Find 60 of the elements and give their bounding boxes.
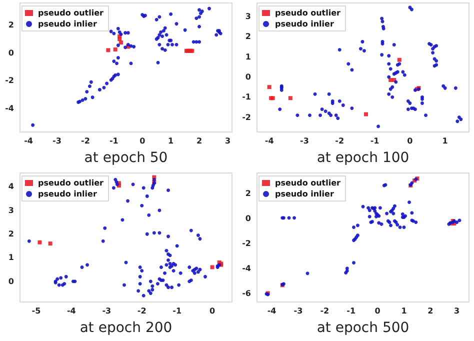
x-tick-label: -1 <box>172 306 182 316</box>
x-tick-label: -1 <box>346 306 356 316</box>
x-axis-title: at epoch 200 <box>80 320 172 336</box>
legend-label: pseudo inlier <box>275 20 334 28</box>
y-tick-label: -2 <box>5 76 14 86</box>
x-axis-title: at epoch 50 <box>84 150 168 166</box>
x-tick-label: -4 <box>267 306 277 316</box>
x-tick-label: -3 <box>102 306 112 316</box>
x-tick-label: 1 <box>401 306 408 316</box>
legend-label: pseudo outlier <box>275 178 341 188</box>
y-tick-label: -2 <box>242 112 251 122</box>
x-tick-label: 3 <box>454 306 460 316</box>
y-tick-label: 0 <box>245 72 252 82</box>
x-tick-label: -1 <box>370 136 380 146</box>
legend-label: pseudo outlier <box>275 8 341 18</box>
y-tick-label: 1 <box>8 253 14 262</box>
x-tick-label: -2 <box>81 136 90 146</box>
x-axis-title: at epoch 100 <box>316 150 410 166</box>
y-tick-label: -4 <box>5 104 14 113</box>
y-tick-label: -4 <box>242 264 252 273</box>
x-tick-label: 0 <box>209 306 216 316</box>
y-tick-label: 2 <box>245 189 251 198</box>
y-tick-label: -2 <box>242 238 251 248</box>
legend-label: pseudo inlier <box>38 20 97 28</box>
y-tick-label: 0 <box>8 276 14 286</box>
x-tick-label: -4 <box>66 306 76 316</box>
y-tick-label: 2 <box>8 230 14 239</box>
x-tick-label: -3 <box>294 306 303 316</box>
legend-label: pseudo inlier <box>38 190 97 198</box>
y-tick-label: 4 <box>8 182 14 192</box>
x-tick-label: 0 <box>407 136 414 146</box>
x-tick-label: 0 <box>374 306 381 316</box>
x-tick-label: 1 <box>168 136 174 146</box>
y-tick-label: -6 <box>242 288 252 298</box>
x-tick-label: -2 <box>137 306 146 316</box>
x-axis-title: at epoch 500 <box>316 320 410 336</box>
x-tick-label: -2 <box>335 136 344 146</box>
y-tick-label: 1 <box>245 52 252 62</box>
legend-label: pseudo inlier <box>275 190 334 198</box>
x-tick-label: 2 <box>196 136 202 146</box>
x-tick-label: 2 <box>428 306 434 316</box>
y-tick-label: 0 <box>245 214 252 223</box>
y-tick-label: 3 <box>8 206 14 215</box>
x-tick-label: 3 <box>224 136 231 146</box>
legend-label: pseudo outlier <box>38 8 104 18</box>
x-tick-label: 0 <box>140 136 146 146</box>
x-tick-label: -4 <box>24 136 34 146</box>
x-tick-label: -3 <box>300 136 309 146</box>
x-tick-label: -3 <box>52 136 62 146</box>
x-tick-label: -5 <box>32 306 42 316</box>
y-tick-label: 3 <box>245 12 251 22</box>
legend-label: pseudo outlier <box>38 178 104 188</box>
y-tick-label: 2 <box>245 32 251 42</box>
y-tick-label: 0 <box>8 48 14 58</box>
x-tick-label: -2 <box>320 306 330 316</box>
y-tick-label: -1 <box>242 92 252 102</box>
x-tick-label: 1 <box>442 136 448 146</box>
x-tick-label: -1 <box>109 136 119 146</box>
y-tick-label: 2 <box>8 20 14 30</box>
x-tick-label: -4 <box>264 136 274 146</box>
